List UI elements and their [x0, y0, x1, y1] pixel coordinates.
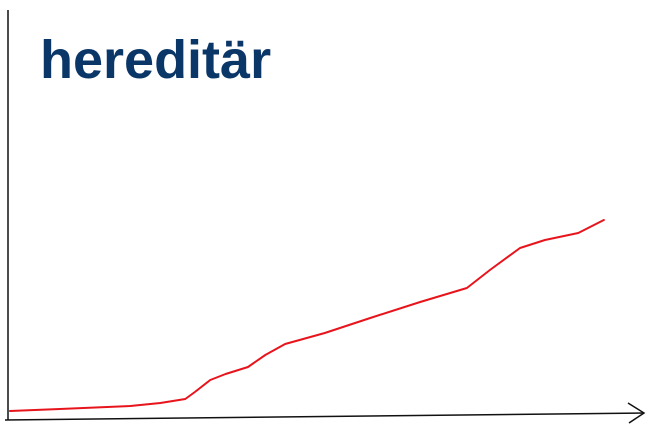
data-line [8, 219, 605, 412]
chart-title: hereditär [40, 30, 271, 90]
x-axis [4, 412, 645, 421]
x-axis-arrow [627, 402, 646, 424]
